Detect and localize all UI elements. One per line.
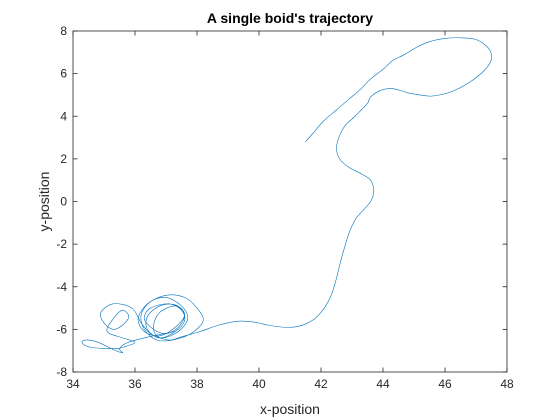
x-tick-label: 34	[66, 377, 80, 391]
x-tick-label: 44	[376, 377, 390, 391]
y-axis-label: y-position	[36, 172, 52, 232]
x-axis-label: x-position	[260, 401, 320, 417]
y-tick-label: 6	[60, 67, 67, 81]
x-tick-label: 42	[314, 377, 328, 391]
y-tick-label: 0	[60, 195, 67, 209]
y-tick-label: 4	[60, 109, 67, 123]
y-tick-label: 2	[60, 152, 67, 166]
x-tick-label: 46	[438, 377, 452, 391]
x-tick-label: 48	[500, 377, 514, 391]
x-tick-label: 38	[190, 377, 204, 391]
chart-title: A single boid's trajectory	[207, 10, 373, 26]
y-tick-label: -8	[56, 365, 67, 379]
x-tick-label: 36	[128, 377, 142, 391]
x-axis: 34 36 38 40 42 44 46 48	[66, 31, 514, 391]
y-axis: -8 -6 -4 -2 0 2 4 6 8	[56, 24, 507, 379]
plot-area	[72, 30, 508, 373]
y-tick-label: -6	[56, 322, 67, 336]
y-tick-label: -4	[56, 280, 67, 294]
trajectory-line	[81, 37, 492, 354]
x-tick-label: 40	[252, 377, 266, 391]
y-tick-label: -2	[56, 237, 67, 251]
y-tick-label: 8	[60, 24, 67, 38]
